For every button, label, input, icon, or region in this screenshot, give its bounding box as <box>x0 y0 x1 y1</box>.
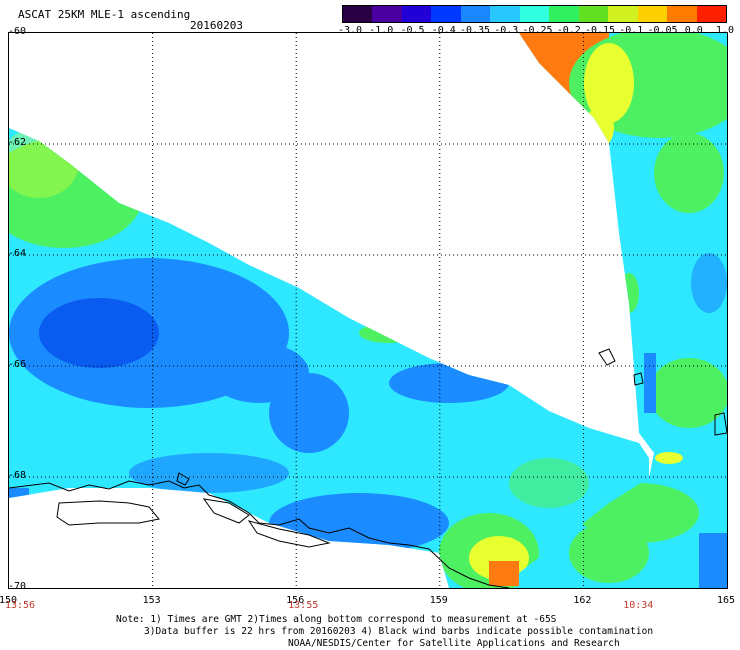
longitude-label: 153 <box>142 595 161 606</box>
colorbar-label: -0.5 <box>400 25 425 36</box>
colorbar-label: -1.0 <box>369 25 394 36</box>
colorbar-label: -0.4 <box>431 25 456 36</box>
map-panel <box>8 32 728 589</box>
colorbar-label: -0.1 <box>619 25 644 36</box>
latitude-label: -70 <box>8 581 27 592</box>
colorbar-label: 1.0 <box>715 25 735 36</box>
latitude-label: -66 <box>8 359 27 370</box>
latitude-label: -64 <box>8 248 27 259</box>
pass-time-label: 10:34 <box>623 600 654 611</box>
longitude-label: 165 <box>716 595 736 606</box>
colorbar-segment <box>696 6 727 22</box>
latitude-label: -68 <box>8 470 27 481</box>
note-line-3: NOAA/NESDIS/Center for Satellite Applica… <box>288 638 620 649</box>
longitude-label: 162 <box>573 595 592 606</box>
longitude-label: 159 <box>429 595 448 606</box>
colorbar-segment <box>460 6 491 22</box>
note-line-2: 3)Data buffer is 22 hrs from 20160203 4)… <box>144 626 654 637</box>
colorbar-segment <box>343 6 373 22</box>
longitude-label: 150 <box>0 595 18 606</box>
colorbar-segment <box>637 6 668 22</box>
coastline <box>9 348 727 588</box>
lat-lon-grid <box>9 33 727 588</box>
wind-swath-map <box>9 33 727 588</box>
colorbar-segment <box>490 6 520 22</box>
latitude-label: -62 <box>8 137 27 148</box>
colorbar-label: -0.35 <box>459 25 491 36</box>
colorbar-segment <box>667 6 697 22</box>
latitude-label: -60 <box>8 26 27 37</box>
longitude-label: 156 <box>286 595 305 606</box>
colorbar-segment <box>578 6 609 22</box>
colorbar-segment <box>608 6 638 22</box>
colorbar-label: -0.05 <box>647 25 678 36</box>
swath-left <box>9 128 649 588</box>
colorbar-segment <box>549 6 579 22</box>
map-title: ASCAT 25KM MLE-1 ascending <box>18 8 191 21</box>
colorbar-segment <box>431 6 461 22</box>
colorbar-segment <box>372 6 402 22</box>
map-date: 20160203 <box>190 19 243 32</box>
pass-time-label: 13:55 <box>288 600 319 611</box>
colorbar <box>342 5 727 23</box>
note-line-1: Note: 1) Times are GMT 2)Times along bot… <box>116 614 557 625</box>
colorbar-label: -0.25 <box>522 25 553 36</box>
colorbar-label: -3.0 <box>337 25 363 36</box>
colorbar-label: -0.3 <box>494 25 519 36</box>
colorbar-labels: -3.0 -1.0 -0.5 -0.4 -0.35 -0.3 -0.25 -0.2 -0.15-… <box>338 25 734 38</box>
colorbar-label: -0.15 <box>584 25 616 36</box>
colorbar-segment <box>401 6 432 22</box>
pass-time-label: 13:56 <box>4 600 36 611</box>
colorbar-label: -0.2 <box>556 25 581 36</box>
colorbar-label: 0.0 <box>684 25 703 36</box>
colorbar-segment <box>519 6 550 22</box>
